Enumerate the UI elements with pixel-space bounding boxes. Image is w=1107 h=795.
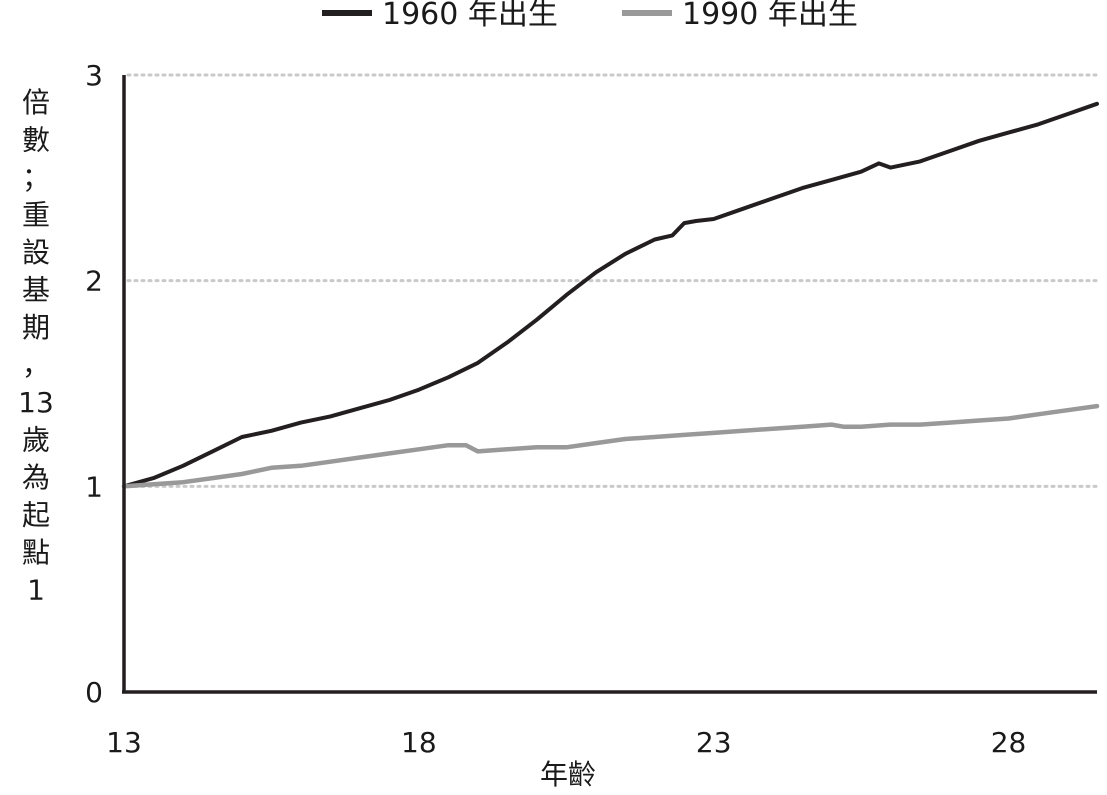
series-line-1960: [122, 101, 1099, 489]
y-axis-title: 倍數；重設基期， 13 歲為起點 1: [18, 86, 54, 607]
legend-label-1990: 1990 年出生: [682, 0, 858, 32]
x-tick-label: 18: [401, 726, 437, 759]
gridlines: [126, 73, 1099, 488]
y-tick-label: 2: [85, 265, 103, 298]
x-axis-ticks: 13 18 23 28: [106, 726, 1026, 759]
y-tick-label: 0: [85, 676, 103, 709]
x-tick-label: 23: [696, 726, 732, 759]
legend: 1960 年出生 1990 年出生: [322, 0, 858, 32]
series-lines: [121, 101, 1100, 489]
y-tick-label: 1: [85, 470, 103, 503]
y-tick-label: 3: [85, 59, 103, 92]
y-axis-ticks: 0 1 2 3: [85, 59, 103, 709]
legend-label-1960: 1960 年出生: [382, 0, 558, 32]
x-tick-label: 28: [991, 726, 1027, 759]
x-tick-label: 13: [106, 726, 142, 759]
x-axis-title: 年齡: [540, 758, 596, 791]
series-line-1990: [121, 403, 1100, 489]
